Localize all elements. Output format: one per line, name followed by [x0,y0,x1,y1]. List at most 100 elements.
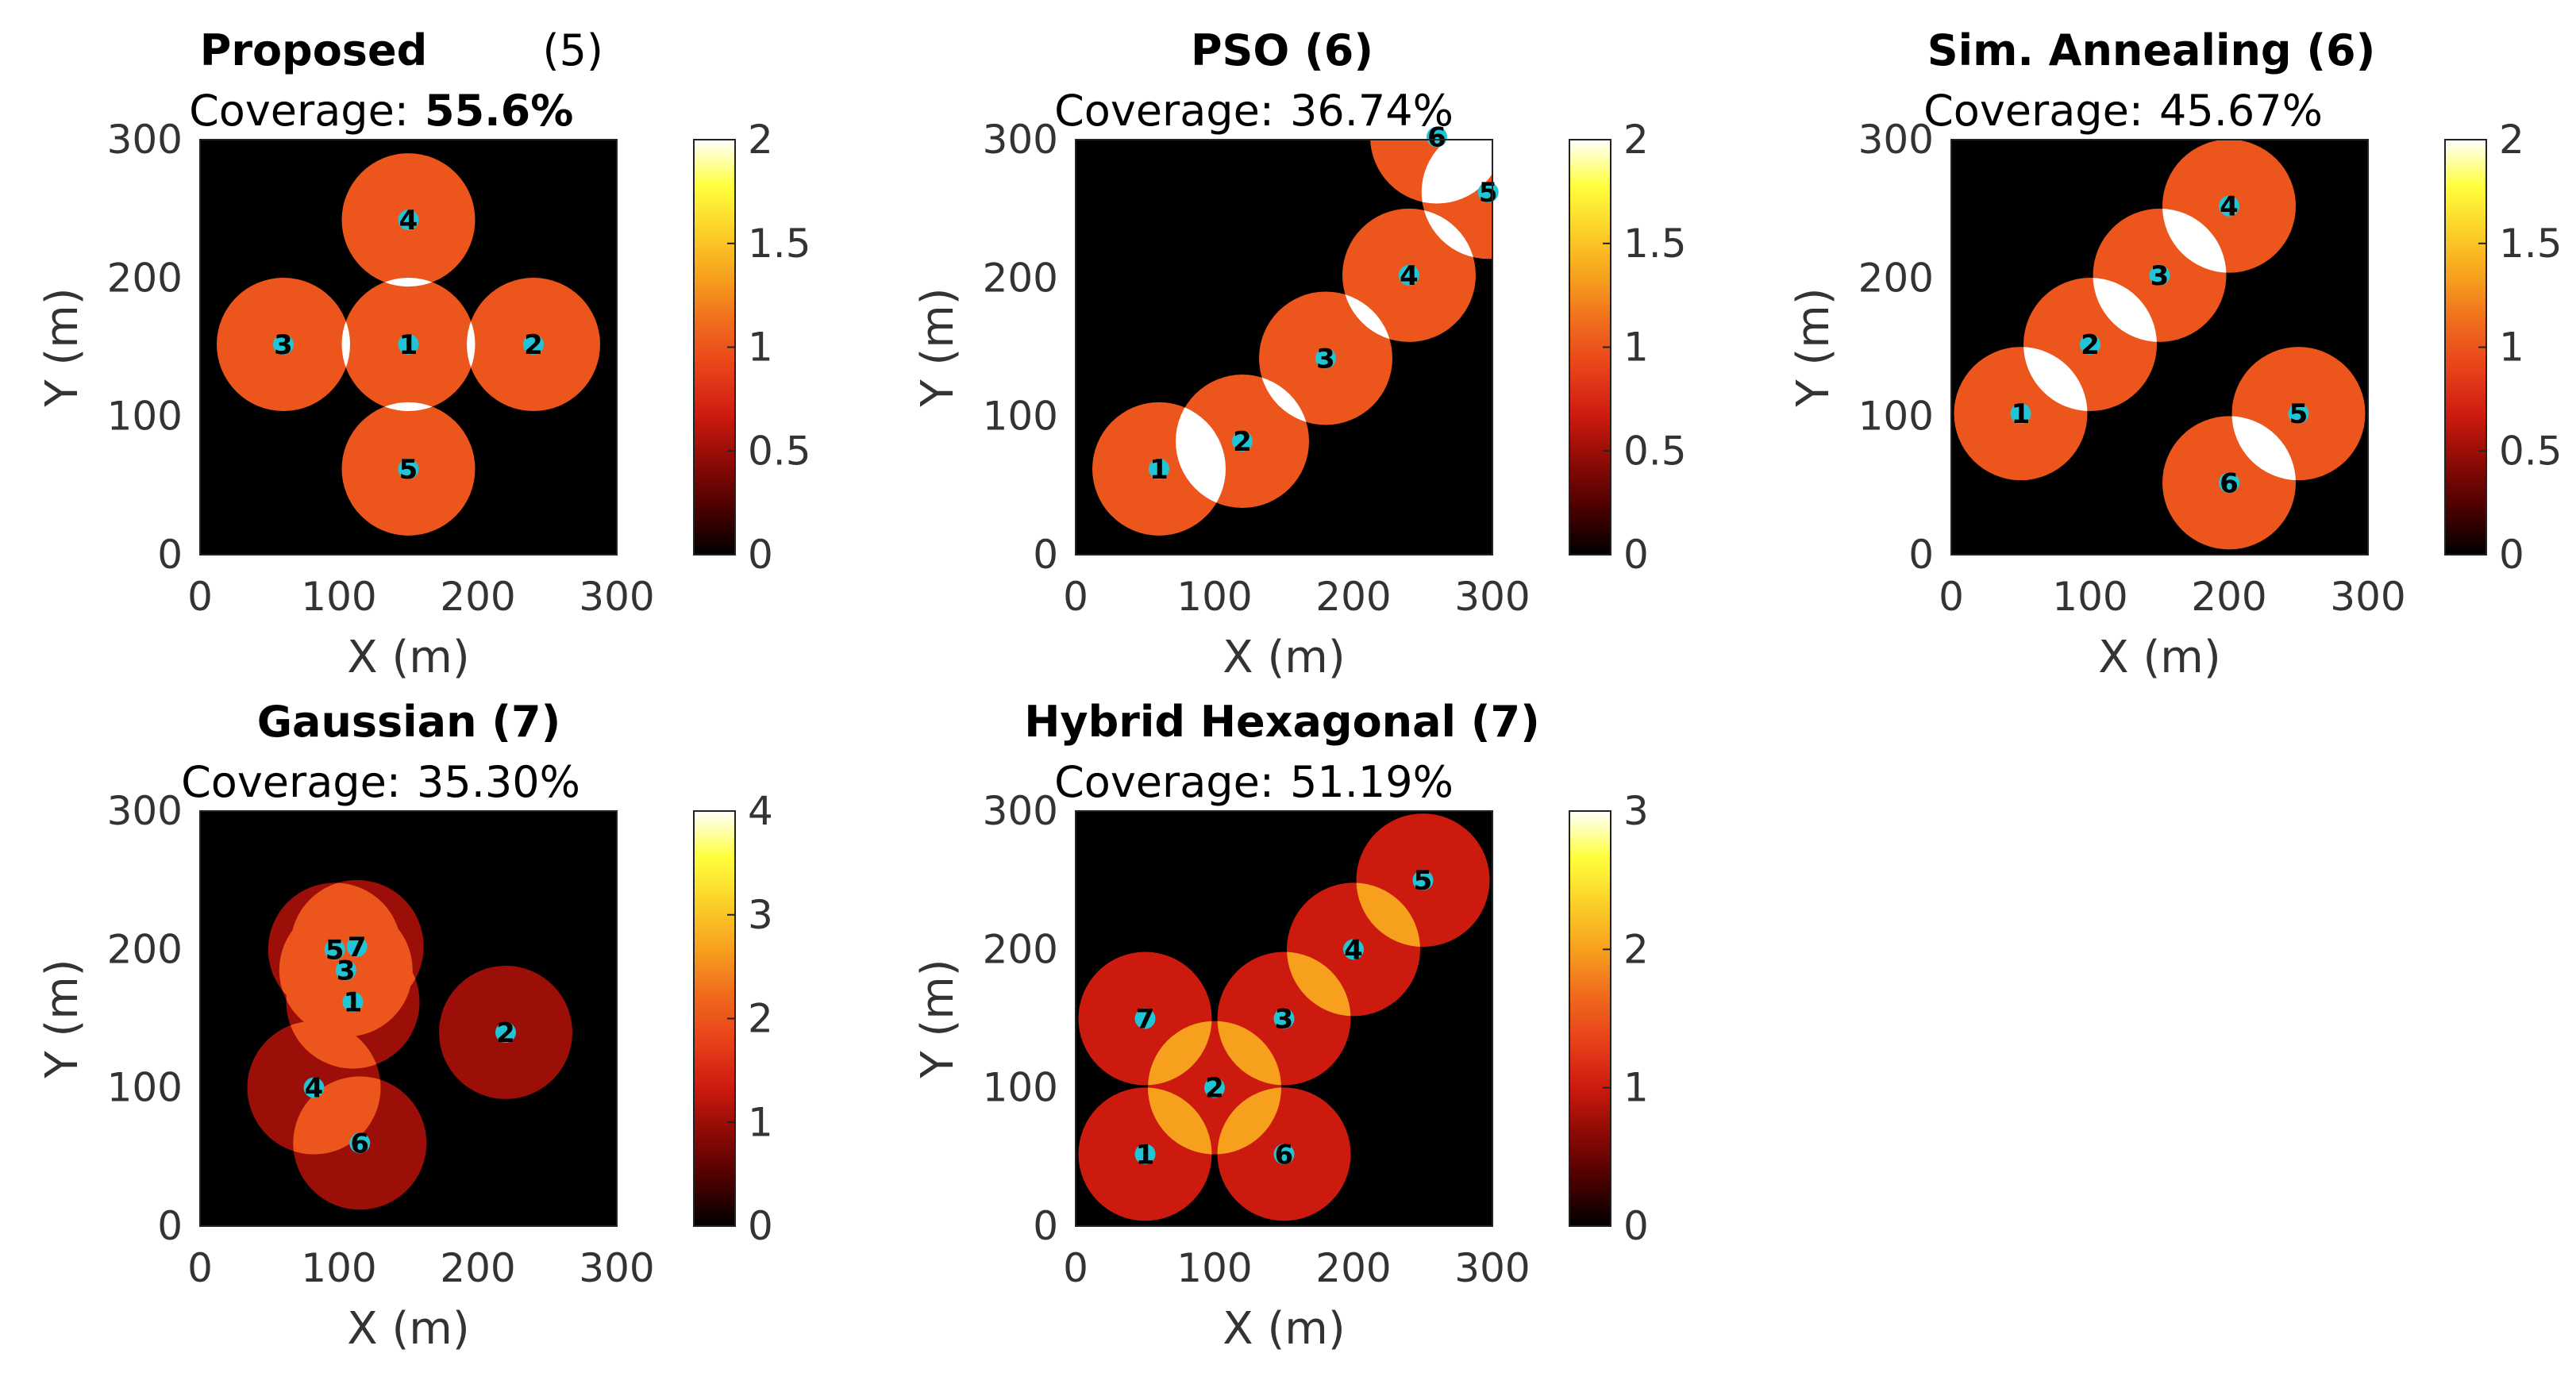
axes-box [199,810,618,1227]
sensor-label: 6 [1275,1139,1294,1171]
y-tick-label: 300 [107,117,183,163]
x-tick-label: 0 [1063,1245,1088,1291]
sensor-label: 1 [399,329,418,361]
sensor-marker [335,959,356,981]
coverage-value: 45.67% [2159,86,2323,136]
colorbar-tick-label: 3 [1623,788,1649,834]
y-tick-label: 200 [983,926,1058,972]
sensor-label: 3 [2151,260,2170,292]
y-tick-label: 0 [157,1203,183,1249]
y-tick-label: 300 [983,788,1058,834]
sensor-marker [1273,1144,1295,1165]
sensor-marker [2288,403,2309,425]
y-tick-label: 0 [1033,532,1058,578]
sensor-label: 2 [1233,426,1252,458]
sensor-marker [1315,348,1336,369]
sensor-label: 2 [524,329,543,361]
sensor-label: 4 [2220,191,2239,223]
x-tick-label: 300 [1454,1245,1530,1291]
colorbar-tick-label: 1 [748,325,773,371]
y-tick-label: 0 [1908,532,1934,578]
sensor-marker [342,991,364,1013]
coverage-overlap [2023,347,2088,412]
coverage-value: 51.19% [1290,757,1454,807]
sensor-label: 1 [1136,1139,1155,1171]
sensor-label: 6 [2220,467,2239,499]
x-tick-label: 200 [2191,574,2266,620]
coverage-overlap [2093,278,2157,342]
colorbar-tick-label: 2 [748,996,773,1042]
coverage-label: Coverage: [189,86,409,136]
coverage-overlap [1356,882,1420,948]
sensor-label: 4 [1344,934,1363,966]
axes-box [199,139,618,556]
sensor-label: 1 [1149,454,1169,486]
sensor-marker [523,334,544,356]
coverage-overlap [1287,952,1351,1017]
x-axis-label: X (m) [1223,632,1345,683]
x-tick-label: 200 [440,1245,515,1291]
colorbar-tick-label: 2 [748,117,773,163]
x-tick-label: 300 [579,1245,654,1291]
y-tick-label: 200 [107,255,183,301]
sensor-label: 1 [344,987,363,1019]
sensor-label: 3 [337,955,356,986]
x-tick-label: 200 [1315,574,1391,620]
coverage-label: Coverage: [1923,86,2143,136]
sensor-marker [1134,1144,1156,1165]
sensor-label: 6 [350,1128,369,1159]
plot-title-count: (5) [543,25,604,75]
coverage-label: Coverage: [181,757,401,807]
x-tick-label: 100 [301,1245,376,1291]
plot-title: PSO (6) [1191,25,1373,75]
sensor-marker [1477,182,1499,203]
coverage-value: 55.6% [425,86,573,136]
y-axis-label: Y (m) [37,959,88,1078]
y-axis-label: Y (m) [912,959,964,1078]
y-tick-label: 300 [983,117,1058,163]
sensor-marker [495,1021,516,1043]
y-axis-label: Y (m) [912,287,964,407]
coverage-overlap [1421,140,1492,204]
subplot-3: Sim. Annealing (6) Coverage: 45.67% 1 2 3 4 5 6 0… [1788,25,2563,683]
sensor-label: 4 [399,205,418,236]
coverage-overlap [1217,1021,1281,1086]
sensor-label: 4 [1400,260,1419,292]
sensor-label: 7 [1136,1004,1155,1036]
colorbar-tick-label: 0.5 [748,428,811,474]
plot-title: Sim. Annealing (6) [1927,25,2376,75]
sensor-marker [1399,264,1419,286]
sensor-marker [398,334,419,356]
x-axis-label: X (m) [1223,1303,1345,1355]
sensor-marker [1232,431,1253,452]
x-tick-label: 100 [1176,1245,1252,1291]
y-tick-label: 100 [107,1065,183,1111]
colorbar-tick-label: 1 [1623,1065,1649,1111]
sensor-marker [1273,1008,1295,1029]
y-tick-label: 0 [157,532,183,578]
axes-box [1075,139,1493,556]
sensor-label: 6 [1427,122,1446,154]
x-tick-label: 0 [1939,574,1964,620]
colorbar-tick-label: 2 [1623,926,1649,972]
y-tick-label: 200 [107,926,183,972]
sensor-marker [1204,1077,1225,1098]
colorbar-tick-label: 0.5 [2499,428,2563,474]
sensor-label: 7 [348,932,367,963]
axes-box [1075,810,1493,1227]
sensor-marker [1427,126,1447,148]
sensor-marker [349,1132,371,1154]
x-tick-label: 100 [2052,574,2127,620]
x-tick-label: 200 [440,574,515,620]
coverage-value: 35.30% [417,757,580,807]
plot-title: Proposed [200,25,427,75]
sensor-marker [1134,1008,1156,1029]
plot-title: Hybrid Hexagonal (7) [1024,697,1540,747]
coverage-label: Coverage: [1054,86,1274,136]
colorbar [1569,810,1611,1227]
colorbar-tick-label: 1 [2499,325,2524,371]
subplot-2: PSO (6) Coverage: 36.74% 1 2 3 4 5 6 0 100 200 300 0 1… [912,25,1687,683]
